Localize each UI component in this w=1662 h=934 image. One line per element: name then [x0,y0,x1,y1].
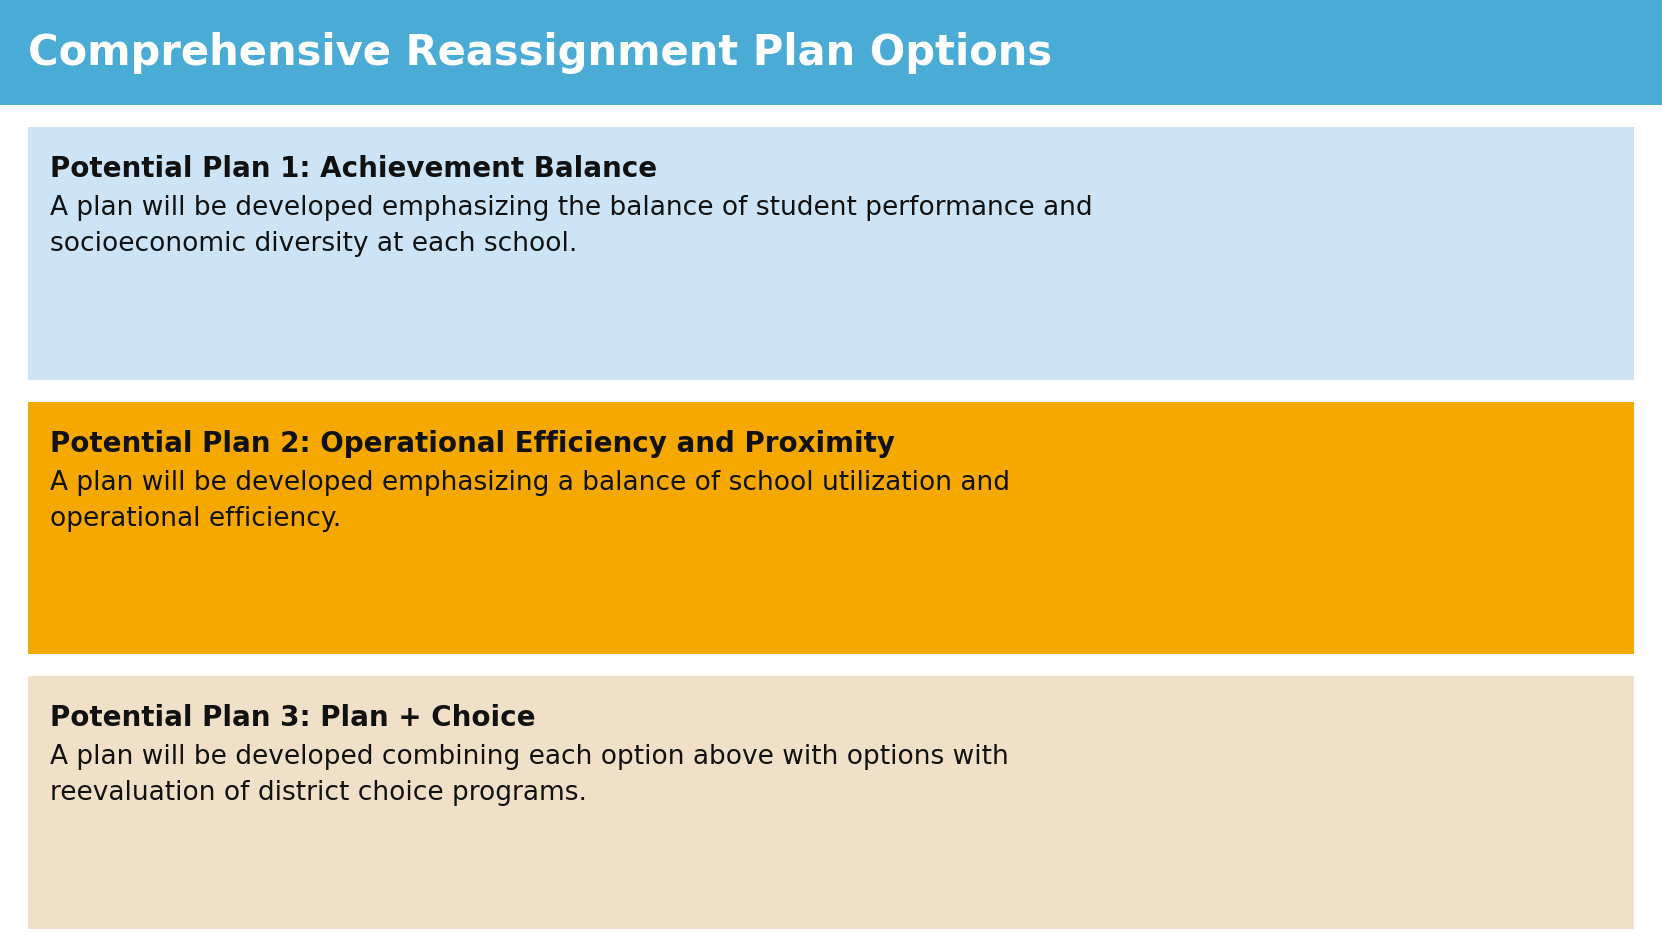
Text: Potential Plan 1: Achievement Balance: Potential Plan 1: Achievement Balance [50,155,656,183]
Text: A plan will be developed emphasizing a balance of school utilization and
operati: A plan will be developed emphasizing a b… [50,470,1010,531]
Text: Potential Plan 2: Operational Efficiency and Proximity: Potential Plan 2: Operational Efficiency… [50,430,896,458]
Bar [0,0,1662,105]
Text: A plan will be developed emphasizing the balance of student performance and
soci: A plan will be developed emphasizing the… [50,195,1092,257]
Bar [28,402,1634,655]
Text: Comprehensive Reassignment Plan Options: Comprehensive Reassignment Plan Options [28,32,1052,74]
Bar [28,127,1634,379]
Text: Potential Plan 3: Plan + Choice: Potential Plan 3: Plan + Choice [50,704,535,732]
Text: A plan will be developed combining each option above with options with
reevaluat: A plan will be developed combining each … [50,744,1009,806]
Bar [28,676,1634,929]
